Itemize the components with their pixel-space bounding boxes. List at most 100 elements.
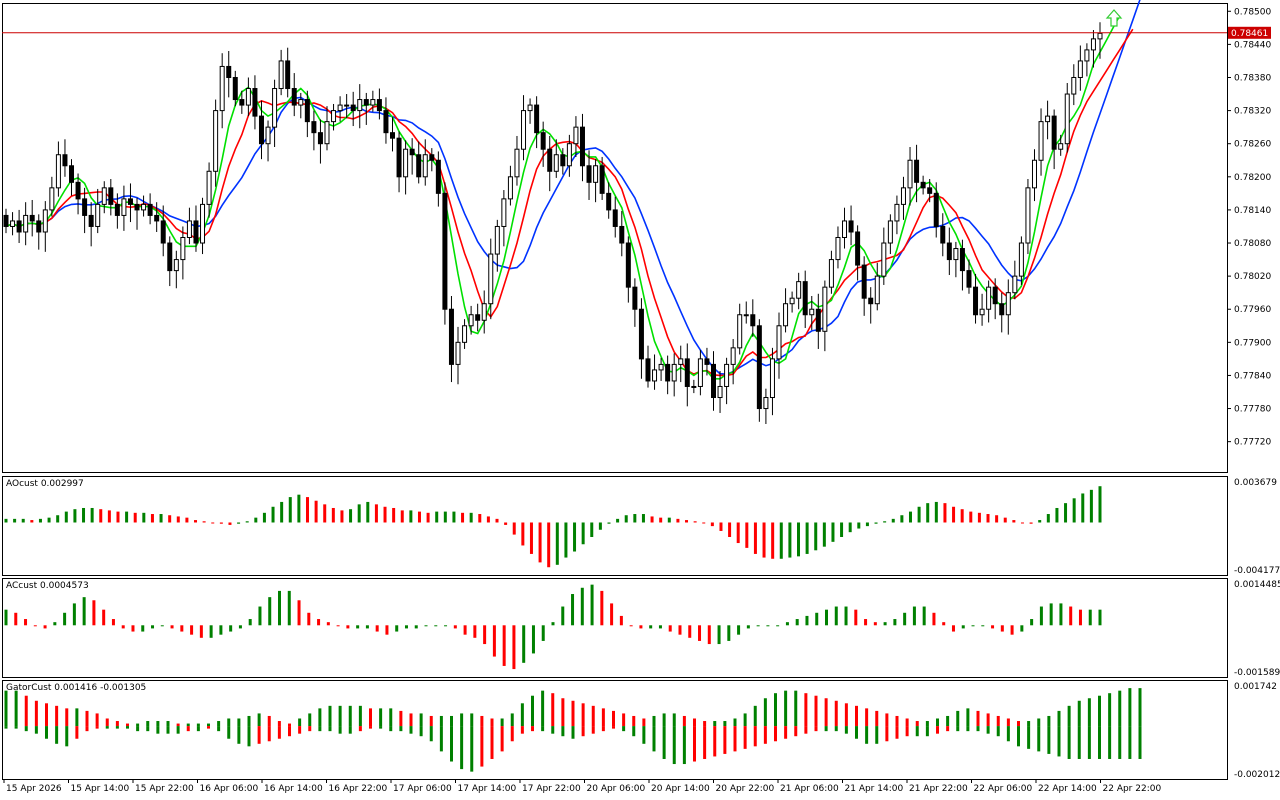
candle-bull	[55, 154, 61, 189]
candle-bull	[95, 203, 101, 227]
gator-lower-bar	[693, 726, 696, 762]
time-tick-label: 15 Apr 22:00	[135, 784, 194, 794]
candle-bull	[1031, 159, 1037, 189]
gator-upper-bar	[1138, 688, 1142, 727]
candle-bull	[822, 286, 828, 332]
gator-upper-bar	[834, 700, 838, 727]
candle-bull	[462, 325, 468, 343]
histogram-bar	[254, 517, 258, 523]
gator-lower-bar	[875, 726, 879, 744]
histogram-bar	[736, 522, 740, 544]
histogram-bar	[538, 522, 542, 563]
gator-upper-bar	[622, 713, 626, 727]
candle-bear	[114, 203, 120, 216]
gator-upper-bar	[844, 703, 848, 727]
candle-bull	[900, 187, 906, 205]
histogram-bar	[702, 522, 706, 524]
gator-lower-bar	[227, 726, 231, 739]
gator-upper-bar	[247, 715, 251, 727]
gator-upper-bar	[976, 710, 980, 727]
histogram-bar	[581, 522, 585, 545]
candle-bull	[979, 308, 985, 316]
gator-lower-bar	[632, 726, 636, 737]
histogram-bar	[336, 625, 340, 627]
gator-lower-bar	[1128, 726, 1132, 759]
gator-upper-bar	[662, 713, 666, 727]
candle-bull	[272, 88, 278, 128]
gator-lower-bar	[814, 726, 818, 732]
gator-upper-bar	[804, 693, 808, 727]
gator-lower-bar	[510, 726, 514, 742]
subpanel-min-label: -0.0015895	[1234, 668, 1280, 678]
histogram-bar	[268, 597, 272, 626]
gator-upper-bar	[490, 718, 494, 727]
gator-upper-bar	[85, 710, 89, 727]
histogram-bar	[883, 521, 887, 523]
candle-bull	[468, 314, 474, 327]
histogram-bar	[150, 514, 154, 523]
gator-lower-bar	[267, 726, 271, 742]
time-tick-label: 20 Apr 22:00	[716, 784, 775, 794]
candle-bear	[625, 242, 631, 288]
candle-bull	[337, 104, 343, 112]
histogram-bar	[991, 625, 995, 629]
gator-upper-bar	[267, 715, 271, 727]
candle-bear	[363, 99, 369, 106]
candle-bull	[573, 126, 579, 145]
histogram-bar	[1098, 486, 1102, 523]
candle-bull	[835, 237, 841, 261]
gator-upper-bar	[966, 708, 970, 727]
candle-bull	[141, 203, 147, 211]
gator-upper-bar	[369, 708, 372, 727]
candle-bear	[36, 220, 42, 233]
histogram-bar	[211, 522, 215, 524]
histogram-bar	[288, 497, 292, 523]
gator-upper-bar	[470, 713, 474, 727]
candle-bull	[298, 99, 304, 106]
gator-lower-bar	[1017, 726, 1020, 747]
histogram-bar	[1078, 609, 1082, 626]
histogram-bar	[90, 507, 94, 523]
candle-bull	[697, 358, 703, 387]
time-tick-label: 15 Apr 14:00	[71, 784, 130, 794]
candle-bear	[848, 220, 854, 233]
gator-lower-bar	[794, 726, 798, 737]
candle-bull	[763, 397, 769, 410]
histogram-bar	[788, 522, 792, 558]
gator-lower-bar	[723, 726, 727, 754]
candle-bull	[213, 110, 219, 172]
histogram-bar	[1030, 619, 1034, 626]
histogram-bar	[125, 511, 129, 523]
gator-upper-bar	[4, 690, 8, 727]
histogram-bar	[1055, 507, 1059, 523]
gator-upper-bar	[24, 695, 28, 727]
gator-lower-bar	[247, 726, 251, 747]
histogram-bar	[727, 625, 731, 641]
histogram-bar	[766, 625, 770, 627]
gator-upper-bar	[439, 715, 443, 727]
time-tick-label: 16 Apr 22:00	[329, 784, 388, 794]
histogram-bar	[710, 522, 714, 527]
gator-lower-bar	[834, 726, 838, 732]
histogram-bar	[404, 625, 408, 629]
histogram-bar	[151, 625, 155, 629]
gator-upper-bar	[65, 708, 69, 727]
gator-upper-bar	[794, 690, 798, 727]
gator-upper-bar	[541, 690, 545, 727]
gator-lower-bar	[774, 726, 777, 742]
gator-upper-bar	[409, 713, 413, 727]
gator-upper-bar	[531, 695, 534, 727]
histogram-bar	[639, 625, 643, 629]
candle-bear	[108, 187, 114, 205]
candle-bear	[645, 358, 651, 382]
histogram-bar	[365, 625, 369, 629]
histogram-bar	[1046, 514, 1050, 523]
candle-bear	[560, 154, 566, 167]
histogram-bar	[685, 520, 689, 523]
histogram-bar	[1029, 522, 1033, 524]
histogram-bar	[932, 612, 936, 626]
histogram-bar	[848, 522, 852, 533]
price-tick-label: 0.78380	[1234, 73, 1271, 83]
histogram-bar	[698, 625, 702, 641]
